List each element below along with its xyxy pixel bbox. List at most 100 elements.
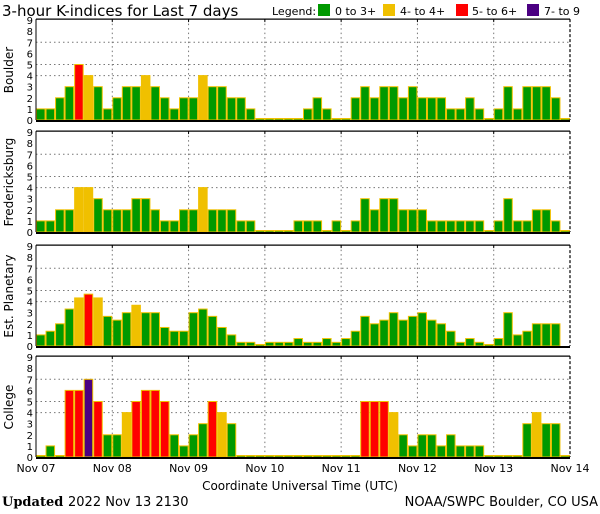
bar [236, 220, 246, 233]
bar [312, 97, 323, 121]
bar [503, 312, 513, 347]
bar [226, 423, 237, 458]
bar [560, 118, 571, 121]
bar [140, 198, 151, 233]
bar [150, 86, 160, 121]
bar [36, 108, 46, 121]
x-tick-label: Nov 11 [322, 462, 361, 475]
bar [312, 455, 323, 458]
bar [159, 326, 170, 347]
bar [159, 220, 170, 233]
updated-label: Updated [2, 495, 63, 510]
x-tick-label: Nov 13 [474, 462, 513, 475]
bar [245, 220, 256, 233]
bar [264, 230, 275, 233]
bar [150, 209, 160, 233]
y-tick-label: 0 [27, 228, 33, 239]
x-tick-label: Nov 07 [17, 462, 56, 475]
bar [531, 323, 542, 347]
bar [112, 97, 122, 121]
bar [331, 455, 342, 458]
bar [198, 187, 208, 233]
y-tick-label: 6 [27, 275, 33, 286]
bar [350, 220, 361, 233]
bar [188, 312, 199, 347]
bar [369, 323, 380, 347]
bar [522, 86, 532, 121]
bar [341, 338, 351, 347]
bar [283, 118, 294, 121]
bar [140, 389, 151, 458]
bar [484, 455, 494, 458]
bar [283, 455, 294, 458]
y-tick-label: 5 [27, 287, 33, 298]
y-tick-label: 2 [27, 94, 33, 105]
bar [207, 315, 218, 347]
bar [207, 209, 218, 233]
bar [64, 86, 75, 121]
bar [512, 220, 523, 233]
bar [207, 86, 218, 121]
bar [74, 187, 84, 233]
bar [398, 209, 408, 233]
bar [93, 198, 103, 233]
bar [426, 97, 437, 121]
bar [436, 323, 447, 347]
bar [455, 220, 466, 233]
bar [274, 455, 284, 458]
bar [369, 401, 380, 458]
bar [541, 86, 551, 121]
bar [64, 389, 75, 458]
bar [465, 97, 475, 121]
y-tick-label: 0 [27, 453, 33, 464]
bar [293, 455, 304, 458]
bar [293, 220, 304, 233]
bar [303, 108, 313, 121]
bar [102, 108, 113, 121]
bar [312, 341, 323, 347]
bar [93, 86, 103, 121]
bar [255, 230, 265, 233]
bar [474, 108, 485, 121]
bar [255, 344, 265, 347]
bar [121, 209, 132, 233]
bar [236, 341, 246, 347]
bar [426, 319, 437, 347]
bar [74, 389, 84, 458]
y-tick-label: 0 [27, 342, 33, 353]
bar [274, 341, 284, 347]
y-tick-label: 9 [27, 128, 33, 139]
bar [303, 341, 313, 347]
bar [541, 323, 551, 347]
bar [484, 230, 494, 233]
y-tick-label: 8 [27, 364, 33, 375]
bar [398, 97, 408, 121]
y-tick-label: 7 [27, 264, 33, 275]
x-tick-label: Nov 12 [398, 462, 437, 475]
bar [388, 412, 399, 458]
bar [484, 344, 494, 347]
bar [293, 338, 304, 347]
bar [198, 308, 208, 347]
y-tick-label: 6 [27, 49, 33, 60]
bar [102, 209, 113, 233]
bar [350, 97, 361, 121]
bar [74, 297, 84, 347]
y-tick-label: 9 [27, 16, 33, 27]
bar [303, 220, 313, 233]
bar [550, 220, 561, 233]
bar [493, 455, 504, 458]
bar [522, 423, 532, 458]
bar [150, 312, 160, 347]
y-tick-label: 2 [27, 431, 33, 442]
bar [341, 230, 351, 233]
bar [207, 401, 218, 458]
bar [331, 341, 342, 347]
legend-item-3: 7- to 9 [544, 5, 580, 18]
bar [322, 455, 332, 458]
bar [36, 455, 46, 458]
panel-label: College [2, 385, 16, 430]
bar [369, 97, 380, 121]
